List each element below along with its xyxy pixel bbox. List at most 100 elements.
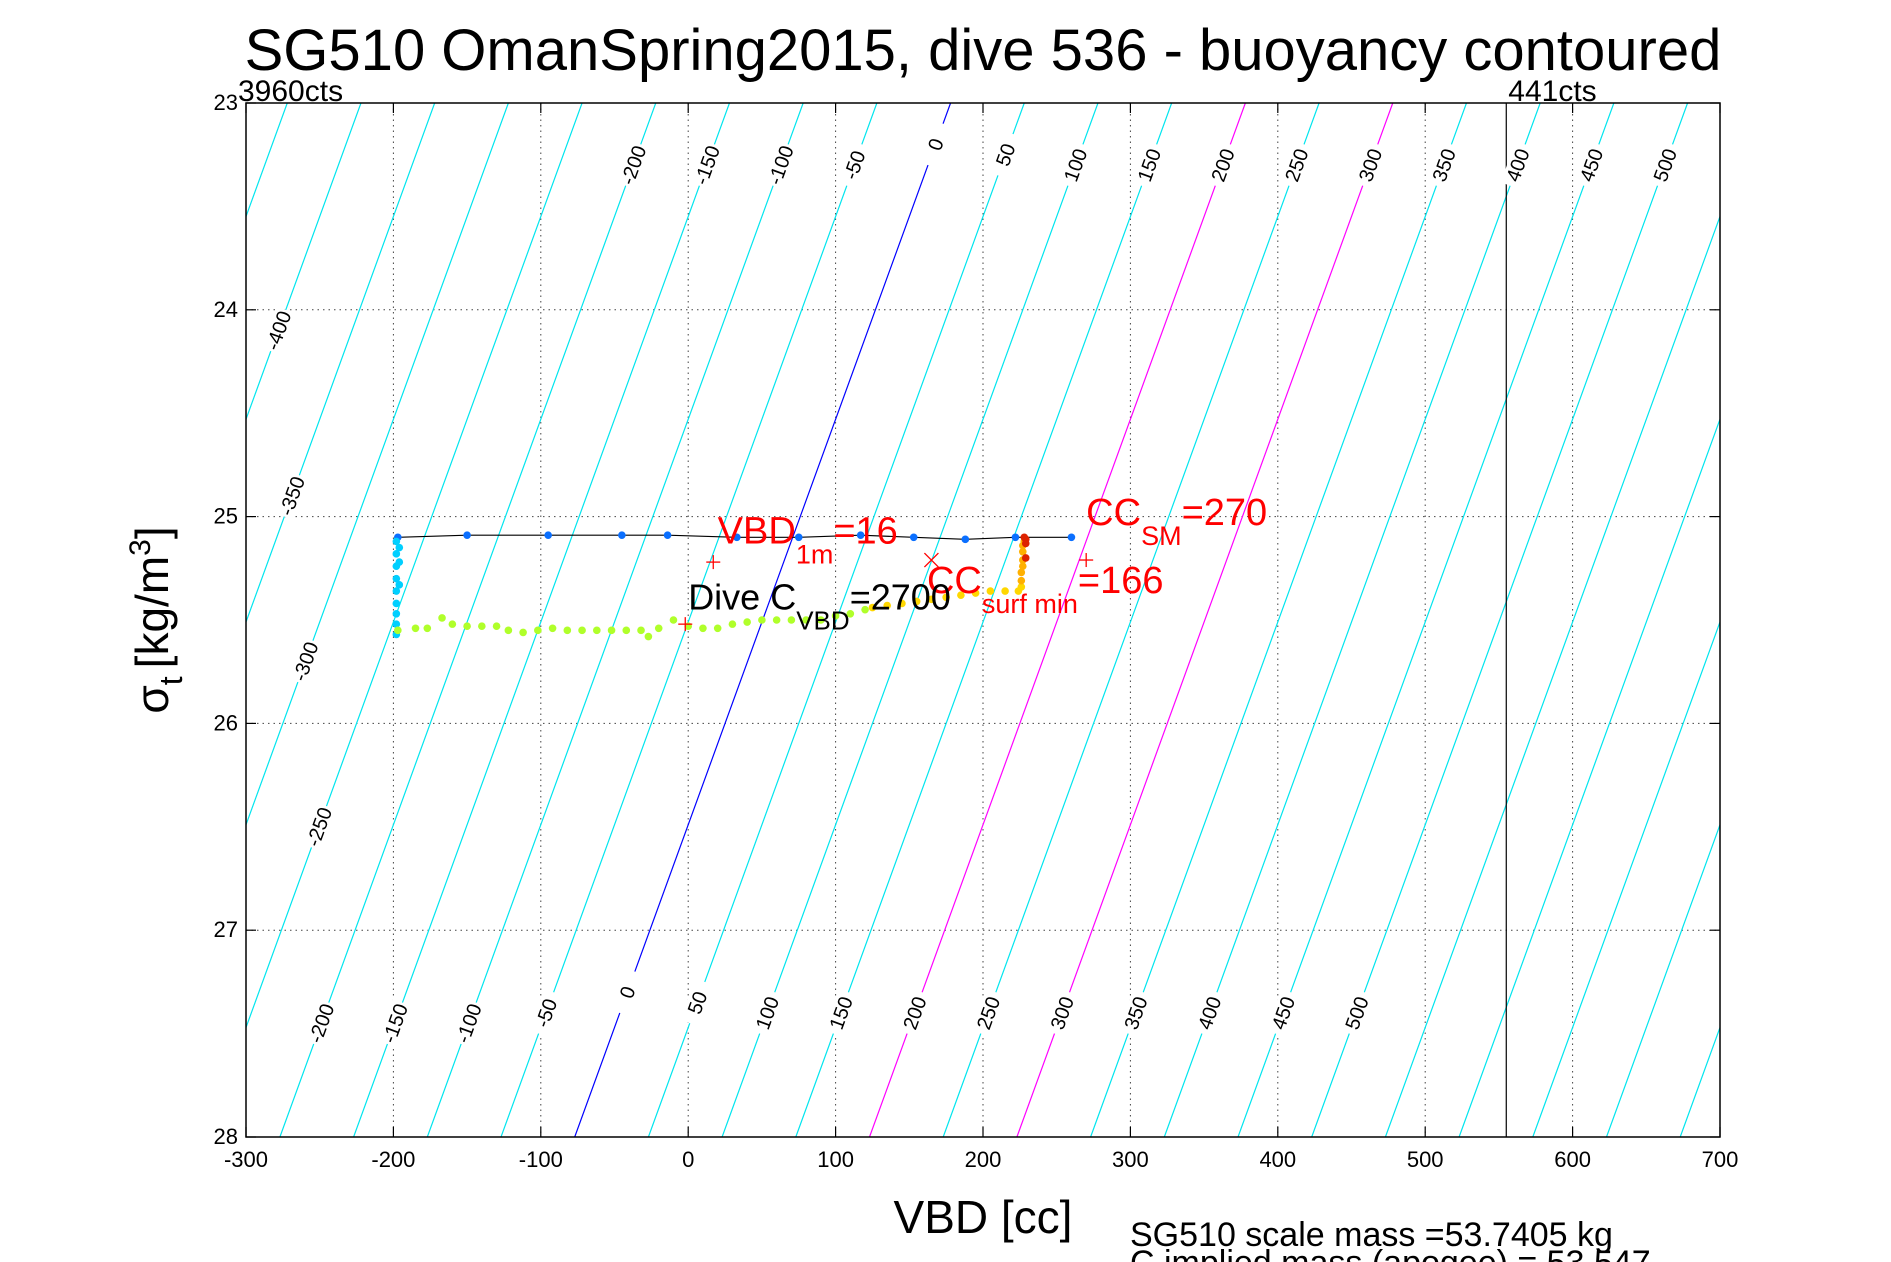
- series-point: [1067, 533, 1076, 542]
- contour-label-bg: [616, 140, 651, 190]
- contour-label-bg: [529, 988, 564, 1038]
- y-tick-label: 26: [214, 710, 238, 735]
- contour-label-bg: [1353, 140, 1388, 190]
- series-point: [395, 581, 404, 589]
- contour-label-bg: [918, 120, 953, 169]
- series-point: [448, 620, 457, 628]
- contour-line: [1163, 103, 1541, 1137]
- annotation-sub: 1m: [796, 539, 834, 569]
- contour-label-bg: [378, 999, 412, 1048]
- series-point: [728, 620, 737, 628]
- contour-label-bg: [680, 978, 715, 1027]
- contour-label-bg: [261, 306, 296, 355]
- series-point: [637, 626, 645, 635]
- series-point: [868, 603, 877, 612]
- series-point: [898, 599, 906, 608]
- annotation-main: CC: [1086, 492, 1141, 534]
- series-point: [669, 616, 678, 624]
- contour-label-bg: [1427, 140, 1461, 190]
- y-axis-label: σt [kg/m3]: [124, 526, 189, 713]
- series-point: [1017, 583, 1026, 591]
- series-point: [883, 601, 891, 610]
- contour-line: [1311, 103, 1689, 1137]
- annotation-sub: surf min: [982, 589, 1078, 619]
- contour-line: [500, 103, 878, 1137]
- series-point: [654, 624, 663, 633]
- x-tick-label: 0: [682, 1147, 694, 1172]
- annotation-main: CC: [927, 560, 982, 602]
- contour-line: [1237, 103, 1615, 1137]
- contour-line: [1090, 103, 1468, 1137]
- dive-series: [392, 531, 1076, 641]
- series-point: [392, 550, 401, 558]
- contour-label-bg: [610, 968, 645, 1017]
- y-tick-label: 27: [214, 917, 238, 942]
- annotation-divec: Dive CVBD=2700: [688, 577, 951, 636]
- contour-label-bg: [1192, 988, 1227, 1038]
- series-point: [618, 531, 626, 540]
- series-point: [831, 612, 840, 620]
- series-point: [909, 533, 918, 542]
- x-tick-label: 300: [1112, 1147, 1149, 1172]
- annotation-ccsm: CCSM=270: [1086, 492, 1267, 551]
- x-tick-label: 200: [965, 1147, 1002, 1172]
- contour-label-bg: [1648, 140, 1682, 190]
- series-point: [794, 533, 803, 542]
- series-point: [392, 609, 401, 618]
- plus-marker: [1079, 553, 1094, 568]
- contour-line: [795, 103, 1173, 1137]
- x-tick-label: 700: [1702, 1147, 1739, 1172]
- series-point: [463, 531, 471, 540]
- series-point: [578, 626, 586, 635]
- series-point: [758, 616, 766, 624]
- plus-marker: [678, 617, 693, 632]
- contour-label-bg: [302, 802, 336, 851]
- series-point: [772, 616, 781, 624]
- footer-line-1: SG510 scale mass =53.7405 kg: [1130, 1216, 1613, 1254]
- contour-line: [721, 103, 1099, 1137]
- y-tick-label: 24: [214, 297, 238, 322]
- series-point: [1011, 533, 1020, 542]
- series-point: [1017, 568, 1026, 577]
- contour-label-bg: [823, 988, 858, 1038]
- series-point: [743, 618, 751, 626]
- contour-label-bg: [304, 999, 339, 1048]
- series-point: [394, 626, 402, 635]
- x-tick-label: 500: [1407, 1147, 1444, 1172]
- x-tick-label: 600: [1554, 1147, 1591, 1172]
- contour-label-bg: [971, 988, 1006, 1038]
- contour-label-bg: [1118, 988, 1153, 1038]
- series-point: [961, 535, 970, 544]
- contour-label-bg: [288, 637, 323, 686]
- contour-label-bg: [1279, 140, 1314, 190]
- contour-label-bg: [1266, 988, 1301, 1038]
- annotation-tail: =270: [1182, 492, 1268, 534]
- series-point: [392, 574, 401, 583]
- series-point: [438, 614, 446, 622]
- contour-label-bg: [837, 140, 872, 190]
- contour-label-bg: [1339, 988, 1374, 1038]
- series-point: [534, 626, 542, 635]
- annotation-vbd1m: VBD1m=16: [718, 510, 898, 569]
- annotation-tail: =166: [1078, 560, 1164, 602]
- series-point: [463, 622, 471, 631]
- contour-line: [246, 103, 583, 1030]
- series-point: [787, 616, 796, 624]
- series-point: [622, 626, 631, 635]
- x-tick-label: -300: [224, 1147, 268, 1172]
- x-axis-label: VBD [cc]: [894, 1191, 1073, 1243]
- contour-label-bg: [1205, 140, 1240, 190]
- series-point: [519, 628, 527, 637]
- x-marker: [923, 552, 939, 568]
- contour-label-bg: [451, 999, 486, 1048]
- contour-label-bg: [690, 140, 724, 190]
- contour-line: [1384, 214, 1720, 1137]
- contour-line: [868, 103, 1246, 1137]
- contour-line: [1458, 417, 1720, 1137]
- contour-label-bg: [1500, 140, 1535, 190]
- contour-label-bg: [274, 471, 309, 521]
- series-point: [1017, 576, 1026, 585]
- series-point: [861, 605, 869, 614]
- annotation-sub: SM: [1141, 521, 1182, 551]
- series-point: [644, 632, 653, 641]
